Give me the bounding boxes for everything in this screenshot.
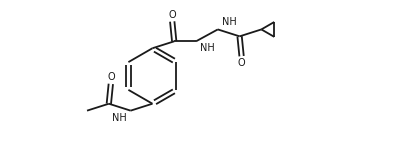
Text: O: O xyxy=(238,58,245,68)
Text: NH: NH xyxy=(222,17,236,28)
Text: NH: NH xyxy=(112,113,126,123)
Text: O: O xyxy=(168,10,176,20)
Text: NH: NH xyxy=(200,43,215,53)
Text: O: O xyxy=(107,72,115,82)
